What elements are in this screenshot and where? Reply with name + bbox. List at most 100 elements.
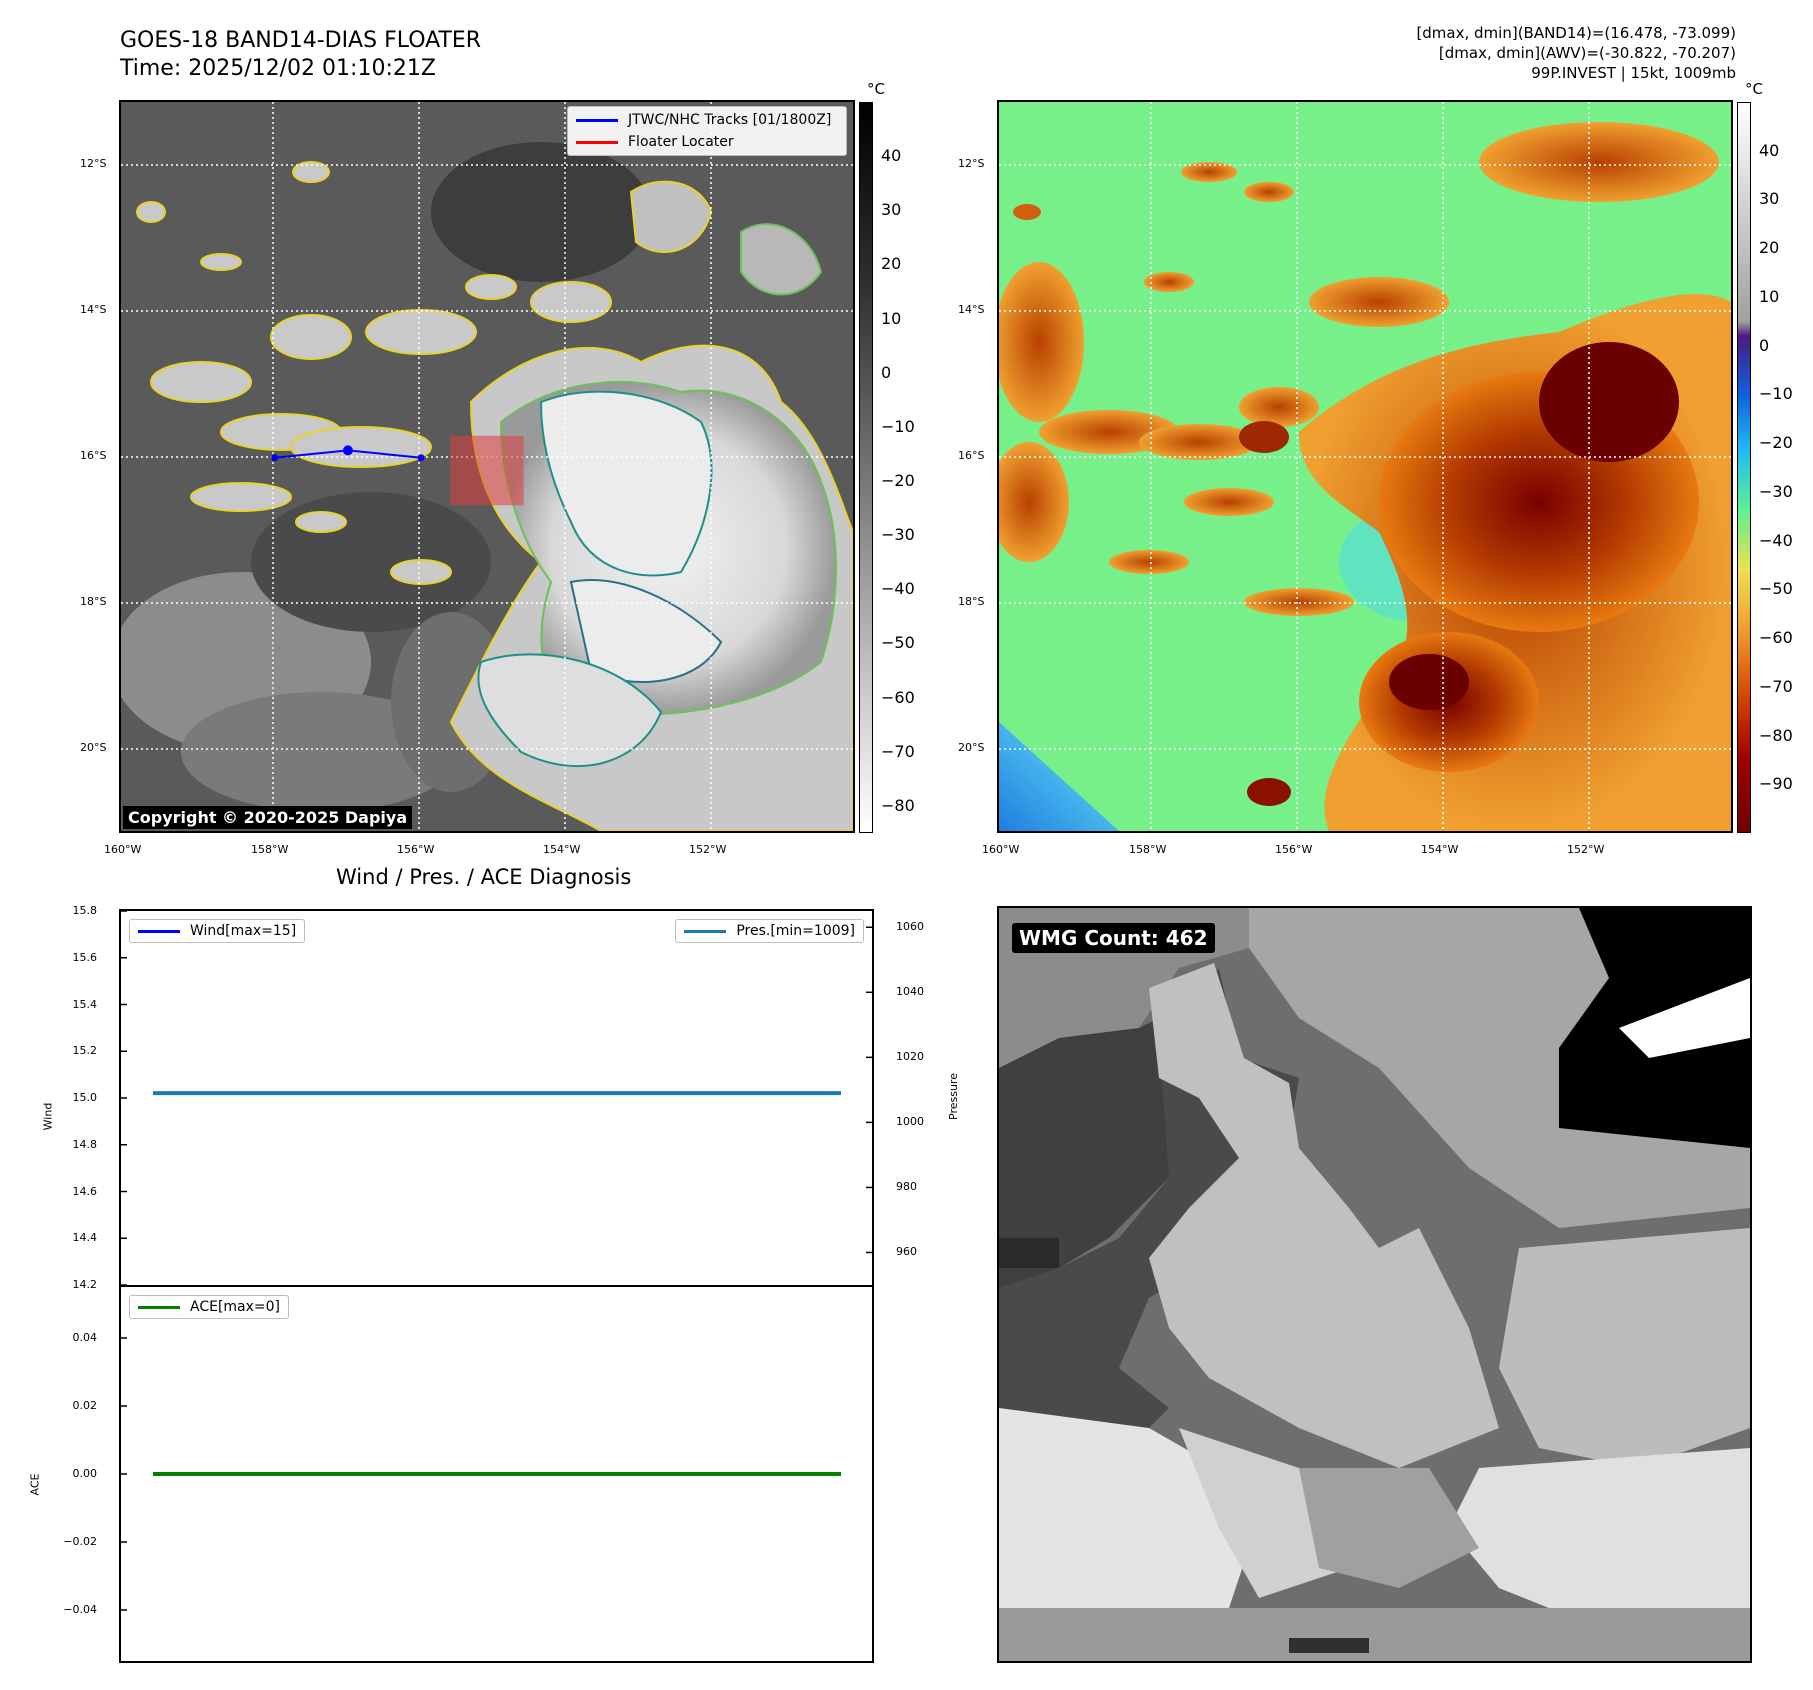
lat-label-12s-right: 12°S (958, 157, 985, 170)
colorbar-right-tick: 40 (1759, 140, 1780, 160)
colorbar-left-tick: 30 (881, 200, 902, 220)
info-storm: 99P.INVEST | 15kt, 1009mb (1531, 64, 1736, 82)
legend-item-wind: Wind[max=15] (130, 920, 304, 942)
pressure-tick: 1060 (896, 920, 924, 934)
colorbar-left-tick: −60 (881, 687, 915, 707)
wmg-panel: WMG Count: 462 (997, 906, 1752, 1663)
lon-label-156w-right: 156°W (1275, 843, 1313, 856)
colorbar-right-tick: 20 (1759, 238, 1780, 258)
lat-label-16s: 16°S (80, 449, 107, 462)
ace-swatch (138, 1305, 180, 1309)
floater-locator-box (450, 435, 524, 506)
colorbar-left-tick: −20 (881, 471, 915, 491)
ace-plot (121, 1337, 841, 1611)
colorbar-right-tick: −20 (1759, 433, 1793, 453)
pressure-tick: 960 (896, 1245, 917, 1259)
colorbar-right-tick: −30 (1759, 481, 1793, 501)
colorbar-left-tick: −80 (881, 795, 915, 815)
info-band14: [dmax, dmin](BAND14)=(16.478, -73.099) (1416, 24, 1736, 42)
colorbar-left-tick: 40 (881, 146, 902, 166)
ace-tick: 0.02 (72, 1399, 98, 1412)
pressure-tick: 980 (896, 1180, 917, 1194)
wind-legend: Wind[max=15] (129, 919, 306, 943)
wind-axis-label: Wind (41, 1102, 55, 1131)
wind-tick: 14.2 (72, 1278, 98, 1291)
legend-tracks-label: JTWC/NHC Tracks [01/1800Z] (628, 112, 832, 128)
lon-label-160w-right: 160°W (982, 843, 1020, 856)
map-legend: JTWC/NHC Tracks [01/1800Z] Floater Locat… (567, 106, 847, 156)
colorbar-right-tick: 10 (1759, 286, 1780, 306)
colorbar-right-tick: 30 (1759, 189, 1780, 209)
colorbar-left-tick: −10 (881, 416, 915, 436)
wind-pressure-panel: Wind[max=15] Pres.[min=1009] (119, 909, 874, 1287)
lat-label-14s: 14°S (80, 303, 107, 316)
wmg-count-badge: WMG Count: 462 (1012, 923, 1215, 953)
colorbar-right-tick: −90 (1759, 774, 1793, 794)
wind-tick: 14.6 (72, 1184, 98, 1198)
colorbar-left (859, 102, 873, 833)
colorbar-left-tick: −50 (881, 633, 915, 653)
awv-map-panel (997, 100, 1733, 833)
colorbar-left-tick: 10 (881, 308, 902, 328)
track-swatch (576, 118, 618, 122)
lon-label-156w: 156°W (397, 843, 435, 856)
colorbar-left-tick: −40 (881, 579, 915, 599)
floater-swatch (576, 140, 618, 144)
lon-label-160w: 160°W (104, 843, 142, 856)
ace-tick: 0.00 (72, 1467, 98, 1480)
lat-label-12s: 12°S (80, 157, 107, 170)
lat-label-14s-right: 14°S (958, 303, 985, 316)
colorbar-right-tick: 0 (1759, 335, 1770, 355)
legend-floater-label: Floater Locater (628, 134, 734, 150)
wind-tick: 15.8 (72, 904, 98, 917)
ace-tick: 0.04 (72, 1331, 98, 1344)
lat-label-18s: 18°S (80, 595, 107, 608)
wind-tick: 14.4 (72, 1231, 98, 1245)
wind-swatch (138, 929, 180, 933)
ace-axis-label: ACE (28, 1473, 42, 1496)
pressure-tick: 1040 (896, 985, 924, 999)
colorbar-right-unit: °C (1745, 80, 1763, 98)
colorbar-left-tick: −70 (881, 741, 915, 761)
lat-label-20s-right: 20°S (958, 741, 985, 754)
band14-map-panel: Copyright © 2020-2025 Dapiya JTWC/NHC Tr… (119, 100, 855, 833)
ace-legend: ACE[max=0] (129, 1295, 290, 1319)
lat-label-16s-right: 16°S (958, 449, 985, 462)
track-points (271, 445, 425, 462)
wind-tick: 15.6 (72, 950, 98, 964)
legend-wind-label: Wind[max=15] (190, 923, 297, 939)
colorbar-right-tick: −60 (1759, 628, 1793, 648)
colorbar-right-tick: −10 (1759, 384, 1793, 404)
colorbar-left-tick: −30 (881, 525, 915, 545)
colorbar-right-tick: −80 (1759, 725, 1793, 745)
track-point (342, 445, 353, 456)
pressure-tick: 1020 (896, 1050, 924, 1064)
pressure-axis-label: Pressure (946, 1073, 960, 1120)
lon-label-152w: 152°W (689, 843, 727, 856)
diagnosis-title: Wind / Pres. / ACE Diagnosis (336, 865, 632, 889)
lat-label-18s-right: 18°S (958, 595, 985, 608)
lat-label-20s: 20°S (80, 741, 107, 754)
colorbar-left-tick: 20 (881, 254, 902, 274)
lon-label-158w-right: 158°W (1129, 843, 1167, 856)
copyright-label: Copyright © 2020-2025 Dapiya (123, 806, 413, 829)
ace-tick: −0.04 (63, 1603, 97, 1616)
wind-tick: 15.4 (72, 997, 98, 1011)
colorbar-right-tick: −40 (1759, 530, 1793, 550)
wind-tick: 15.0 (72, 1091, 98, 1104)
info-awv: [dmax, dmin](AWV)=(-30.822, -70.207) (1438, 44, 1736, 62)
colorbar-left-tick: 0 (881, 362, 892, 382)
lon-label-154w: 154°W (543, 843, 581, 856)
track-point (417, 454, 425, 462)
awv-map-svg (999, 102, 1731, 831)
wind-tick: 15.2 (72, 1044, 98, 1058)
legend-item-tracks: JTWC/NHC Tracks [01/1800Z] (568, 109, 846, 131)
lon-label-154w-right: 154°W (1421, 843, 1459, 856)
legend-item-floater: Floater Locater (568, 131, 846, 153)
figure-title: GOES-18 BAND14-DIAS FLOATER (120, 28, 482, 53)
ace-panel: ACE[max=0] (119, 1285, 874, 1663)
wind-tick: 14.8 (72, 1137, 98, 1151)
figure-time: Time: 2025/12/02 01:10:21Z (120, 56, 436, 81)
legend-item-pressure: Pres.[min=1009] (676, 920, 863, 942)
pressure-legend: Pres.[min=1009] (675, 919, 864, 943)
